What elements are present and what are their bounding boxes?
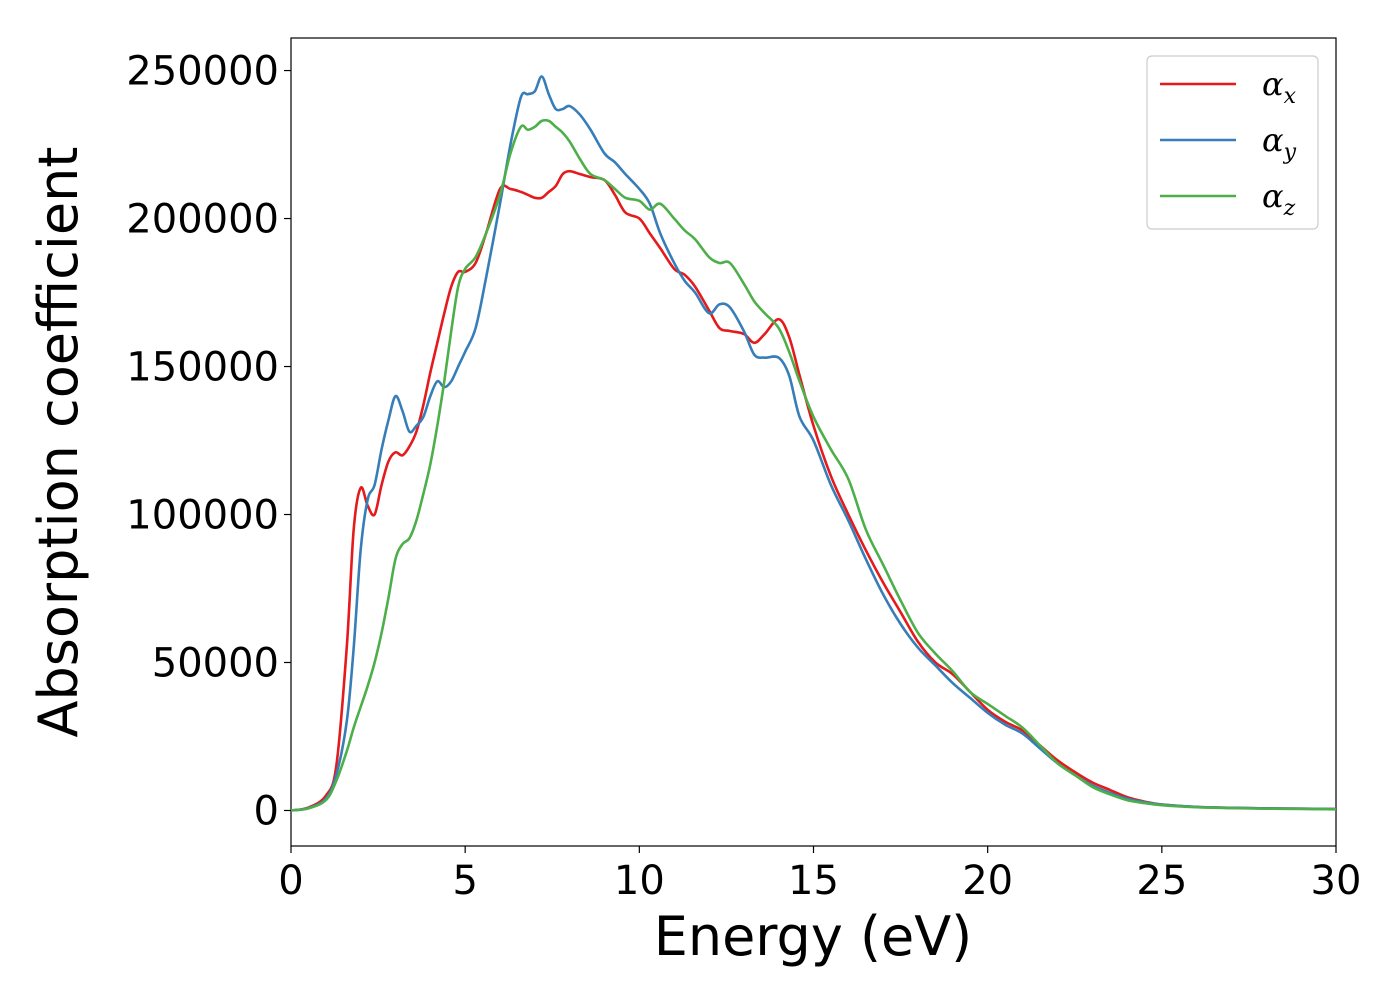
y-tick-label: 250000	[126, 49, 279, 95]
series-line-alpha-x	[290, 169, 1337, 812]
series-line-alpha-z	[290, 118, 1337, 812]
legend-frame	[1146, 55, 1319, 230]
y-tick-label: 50000	[152, 640, 279, 686]
x-tick-label: 5	[452, 858, 477, 904]
x-axis-ticks: 0 5 10 15 20 25 30	[278, 846, 1361, 904]
x-tick-label: 10	[614, 858, 665, 904]
y-tick-label: 100000	[126, 493, 279, 539]
y-axis-title: Absorption coefficient	[27, 147, 90, 738]
x-tick-label: 20	[962, 858, 1013, 904]
y-axis-ticks: 0 50000 100000 150000 200000 250000	[126, 49, 291, 834]
series-layer	[290, 75, 1337, 812]
x-tick-label: 15	[788, 858, 839, 904]
x-tick-label: 25	[1136, 858, 1187, 904]
x-tick-label: 30	[1311, 858, 1362, 904]
x-axis-title: Energy (eV)	[654, 905, 973, 968]
y-tick-label: 150000	[126, 345, 279, 391]
y-tick-label: 200000	[126, 197, 279, 243]
y-tick-label: 0	[254, 788, 279, 834]
series-line-alpha-y	[290, 75, 1337, 812]
x-tick-label: 0	[278, 858, 303, 904]
